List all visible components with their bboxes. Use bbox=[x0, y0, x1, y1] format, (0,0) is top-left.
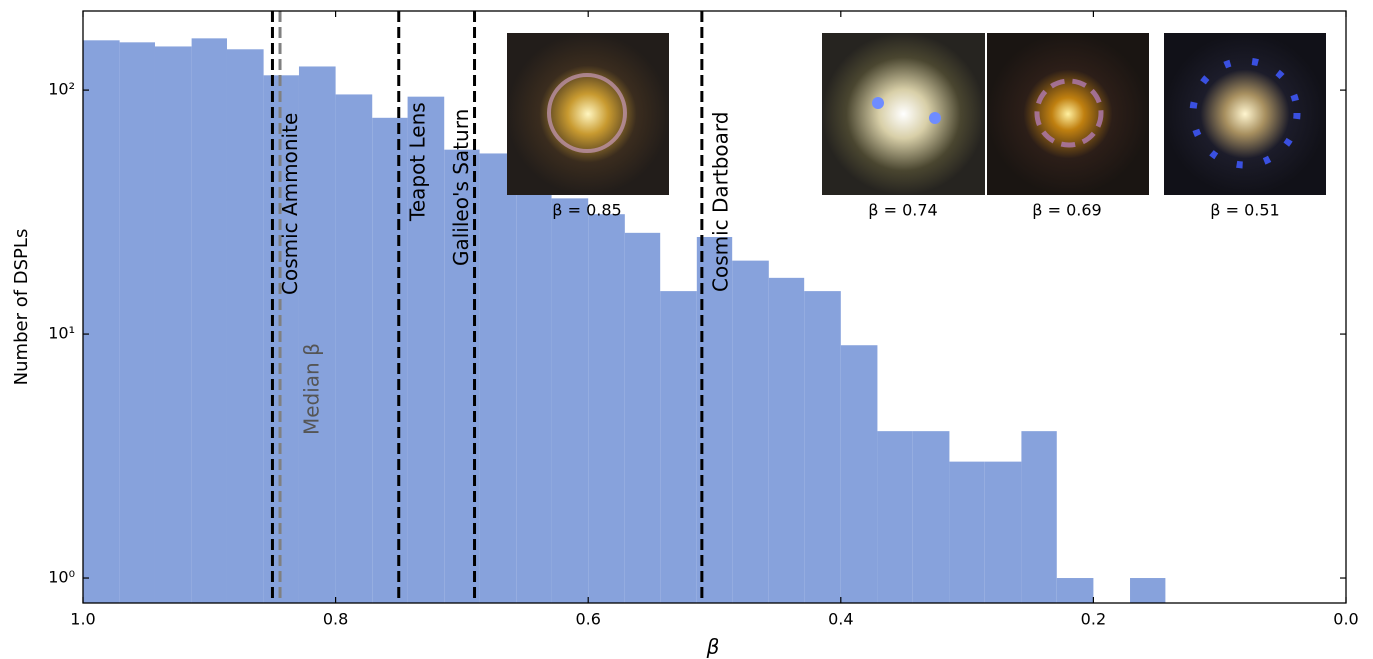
inset-image bbox=[507, 33, 669, 195]
bar bbox=[226, 49, 264, 603]
bars bbox=[83, 38, 1166, 604]
bar bbox=[877, 431, 913, 603]
bar bbox=[298, 66, 336, 604]
bar bbox=[551, 198, 589, 603]
ring bbox=[1189, 57, 1301, 169]
inset-caption: β = 0.51 bbox=[1210, 201, 1279, 220]
vline-label: Median β bbox=[300, 343, 324, 435]
bar bbox=[119, 42, 155, 604]
inset-image bbox=[822, 33, 985, 195]
inset-caption: β = 0.74 bbox=[868, 201, 937, 220]
x-axis-label: β bbox=[706, 635, 720, 659]
y-tick-label: 10² bbox=[48, 80, 75, 99]
inset-image bbox=[987, 33, 1149, 195]
inset-images bbox=[507, 33, 1326, 195]
x-tick-label: 1.0 bbox=[70, 610, 95, 629]
bar bbox=[1056, 578, 1094, 603]
bar bbox=[840, 345, 878, 603]
x-tick-label: 0.8 bbox=[323, 610, 348, 629]
blob bbox=[872, 97, 884, 109]
inset-caption: β = 0.85 bbox=[552, 201, 621, 220]
bar bbox=[1021, 431, 1057, 603]
blob bbox=[929, 112, 941, 124]
bar bbox=[804, 291, 841, 603]
bar bbox=[191, 38, 227, 604]
plot-frame bbox=[82, 10, 1347, 604]
vline-label: Galileo's Saturn bbox=[449, 109, 473, 266]
bar bbox=[588, 214, 625, 603]
bar bbox=[154, 46, 192, 604]
ring bbox=[547, 73, 627, 153]
bar bbox=[732, 260, 769, 603]
vline-label: Cosmic Ammonite bbox=[278, 113, 302, 295]
bar bbox=[335, 94, 373, 603]
bar bbox=[624, 232, 661, 603]
bar bbox=[407, 96, 445, 603]
vline-label: Teapot Lens bbox=[405, 102, 429, 222]
ring bbox=[1034, 78, 1104, 148]
bar bbox=[372, 117, 408, 604]
bar bbox=[912, 431, 950, 603]
y-tick-label: 10¹ bbox=[48, 324, 75, 343]
inset-caption: β = 0.69 bbox=[1032, 201, 1101, 220]
vline-label: Cosmic Dartboard bbox=[708, 112, 732, 293]
x-tick-label: 0.0 bbox=[1333, 610, 1358, 629]
bar bbox=[660, 291, 697, 603]
bar bbox=[1130, 578, 1166, 603]
x-tick-label: 0.4 bbox=[828, 610, 853, 629]
bar bbox=[479, 153, 517, 603]
y-tick-label: 10⁰ bbox=[48, 568, 75, 587]
bar bbox=[984, 461, 1022, 603]
y-axis-label: Number of DSPLs bbox=[11, 229, 32, 386]
bar bbox=[83, 40, 120, 603]
bar bbox=[516, 184, 552, 603]
x-tick-label: 0.6 bbox=[575, 610, 600, 629]
bar bbox=[949, 461, 985, 603]
x-tick-label: 0.2 bbox=[1081, 610, 1106, 629]
inset-image bbox=[1164, 33, 1326, 195]
vlines bbox=[270, 11, 704, 603]
bar bbox=[768, 277, 805, 603]
